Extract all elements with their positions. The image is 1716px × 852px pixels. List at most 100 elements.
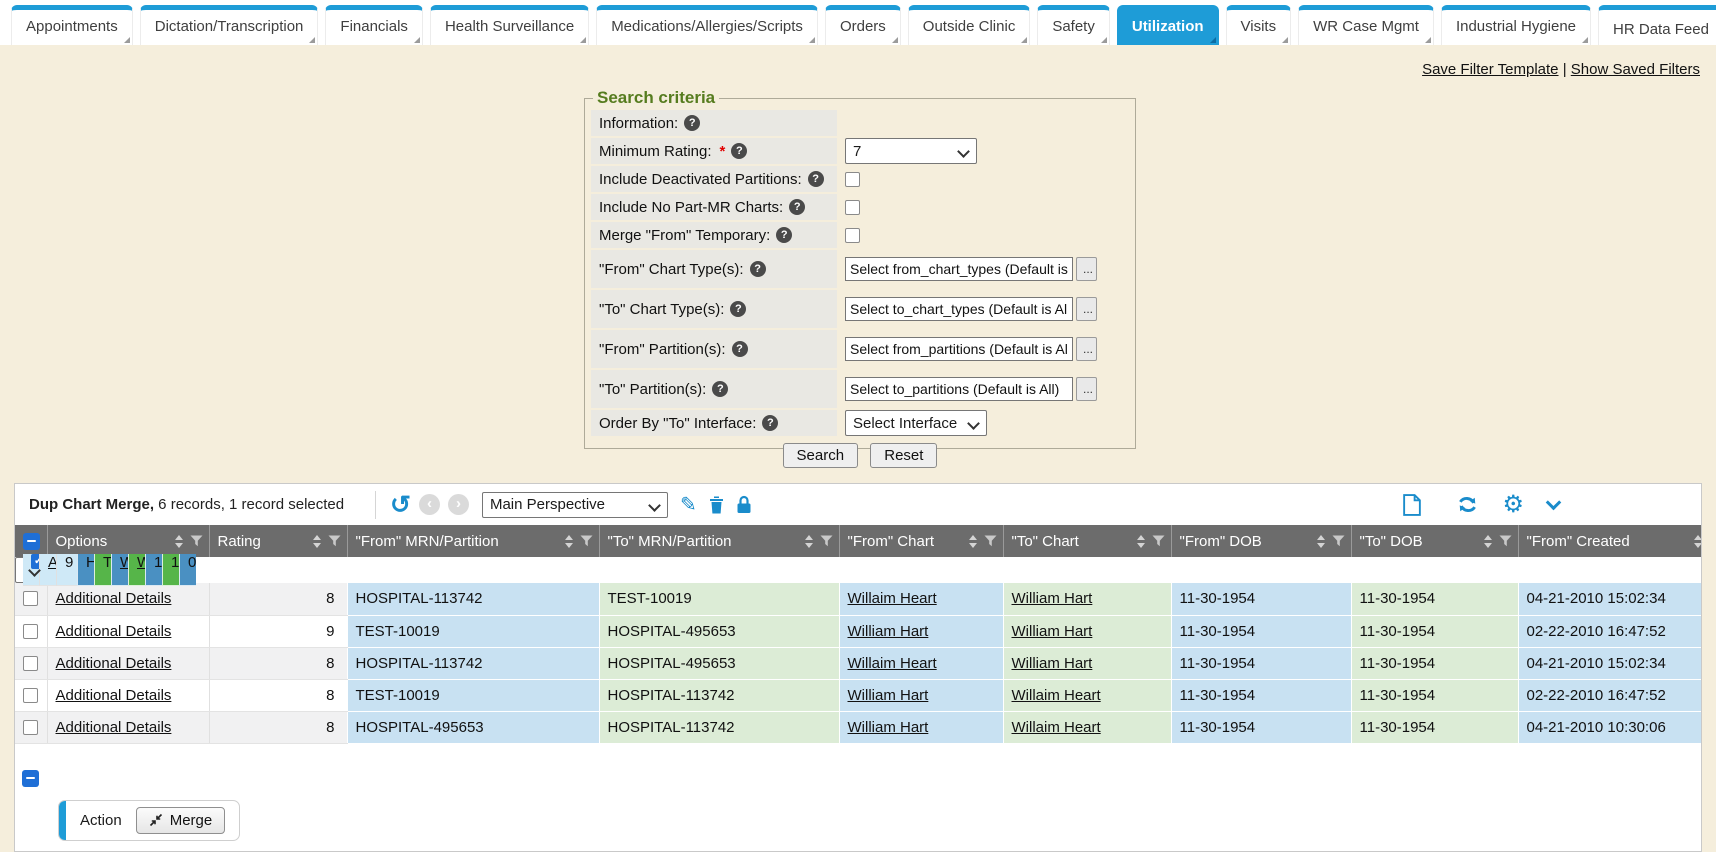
- sort-icon[interactable]: [1483, 534, 1492, 548]
- from-chart-link[interactable]: Willaim Heart: [847, 654, 937, 672]
- edit-perspective-icon[interactable]: ✎: [679, 494, 697, 516]
- filter-funnel-icon[interactable]: [820, 535, 833, 547]
- row-checkbox[interactable]: [23, 623, 39, 639]
- filter-funnel-icon[interactable]: [190, 535, 203, 547]
- column-header-to-mrn-partition[interactable]: "To" MRN/Partition: [598, 525, 839, 557]
- to-chart-type-s-input[interactable]: [845, 297, 1073, 321]
- tab-visits[interactable]: Visits: [1225, 5, 1292, 45]
- row-checkbox[interactable]: [23, 719, 39, 735]
- merge-button[interactable]: Merge: [135, 806, 226, 834]
- minimum-rating-select[interactable]: 7: [845, 138, 977, 164]
- help-icon[interactable]: ?: [762, 415, 779, 431]
- to-chart-link[interactable]: William Hart: [137, 554, 145, 571]
- column-header-to-chart[interactable]: "To" Chart: [1002, 525, 1171, 557]
- browse-ellipsis-button[interactable]: ...: [1076, 337, 1097, 361]
- sort-icon[interactable]: [1316, 534, 1325, 548]
- save-filter-template-link[interactable]: Save Filter Template: [1422, 61, 1559, 78]
- help-icon[interactable]: ?: [731, 341, 748, 357]
- column-header-options[interactable]: Options: [46, 525, 209, 557]
- reset-button[interactable]: Reset: [870, 443, 938, 468]
- order-by-to-interface-select[interactable]: Select Interface: [845, 410, 987, 436]
- additional-details-link[interactable]: Additional Details: [55, 686, 172, 704]
- to-partition-s-input[interactable]: [845, 377, 1073, 401]
- column-header-from-chart[interactable]: "From" Chart: [838, 525, 1003, 557]
- filter-funnel-icon[interactable]: [580, 535, 593, 547]
- additional-details-link[interactable]: Additional Details: [55, 622, 172, 640]
- filter-funnel-icon[interactable]: [328, 535, 341, 547]
- from-chart-link[interactable]: William Hart: [120, 554, 128, 571]
- from-chart-link[interactable]: Willaim Heart: [847, 590, 937, 608]
- search-button[interactable]: Search: [782, 443, 859, 468]
- tab-dictation-transcription[interactable]: Dictation/Transcription: [139, 5, 319, 45]
- from-chart-link[interactable]: William Hart: [847, 718, 929, 736]
- tab-medications-allergies-scripts[interactable]: Medications/Allergies/Scripts: [596, 5, 818, 45]
- history-back-icon[interactable]: ‹: [418, 494, 440, 515]
- help-icon[interactable]: ?: [730, 301, 747, 317]
- filter-funnel-icon[interactable]: [1152, 535, 1165, 547]
- row-checkbox[interactable]: ✓: [31, 554, 39, 569]
- to-chart-link[interactable]: William Hart: [1011, 590, 1093, 608]
- include-deactivated-partitions-checkbox[interactable]: [845, 171, 860, 187]
- tab-orders[interactable]: Orders: [824, 5, 901, 45]
- to-chart-link[interactable]: William Hart: [1011, 622, 1093, 640]
- to-chart-link[interactable]: Willaim Heart: [1011, 718, 1101, 736]
- tab-hr-data-feed[interactable]: HR Data Feed↗: [1598, 5, 1716, 45]
- from-chart-type-s-input[interactable]: [845, 257, 1073, 281]
- tab-appointments[interactable]: Appointments: [11, 5, 133, 45]
- sort-icon[interactable]: [1694, 534, 1701, 548]
- sort-icon[interactable]: [312, 534, 321, 548]
- row-checkbox[interactable]: [23, 655, 39, 671]
- tab-wr-case-mgmt[interactable]: WR Case Mgmt: [1298, 5, 1434, 45]
- help-icon[interactable]: ?: [712, 381, 729, 397]
- tab-utilization[interactable]: Utilization: [1116, 5, 1219, 45]
- from-chart-link[interactable]: William Hart: [847, 622, 929, 640]
- browse-ellipsis-button[interactable]: ...: [1076, 257, 1097, 281]
- help-icon[interactable]: ?: [749, 261, 766, 277]
- additional-details-link[interactable]: Additional Details: [55, 654, 172, 672]
- new-document-icon[interactable]: [1403, 493, 1422, 516]
- sort-icon[interactable]: [1136, 534, 1145, 548]
- filter-funnel-icon[interactable]: [1332, 535, 1345, 547]
- help-icon[interactable]: ?: [684, 115, 701, 131]
- select-all-footer-checkbox[interactable]: [22, 769, 39, 787]
- select-all-checkbox[interactable]: [23, 532, 41, 550]
- from-partition-s-input[interactable]: [845, 337, 1073, 361]
- settings-gear-icon[interactable]: ⚙: [1502, 490, 1524, 518]
- sort-icon[interactable]: [968, 534, 977, 548]
- help-icon[interactable]: ?: [776, 227, 793, 243]
- additional-details-link[interactable]: Additional Details: [55, 590, 172, 608]
- sort-icon[interactable]: [564, 534, 573, 548]
- history-forward-icon[interactable]: ›: [447, 494, 469, 515]
- tab-financials[interactable]: Financials: [325, 5, 423, 45]
- sort-icon[interactable]: [174, 534, 183, 548]
- row-checkbox[interactable]: [23, 591, 39, 607]
- browse-ellipsis-button[interactable]: ...: [1076, 297, 1097, 321]
- perspective-select[interactable]: Main Perspective: [481, 491, 668, 518]
- help-icon[interactable]: ?: [731, 143, 748, 159]
- delete-perspective-icon[interactable]: [709, 496, 724, 514]
- help-icon[interactable]: ?: [789, 199, 806, 215]
- undo-icon[interactable]: ↺: [390, 490, 411, 519]
- header-select-all[interactable]: [15, 525, 47, 557]
- filter-funnel-icon[interactable]: [984, 535, 997, 547]
- from-chart-link[interactable]: William Hart: [847, 686, 929, 704]
- merge-from-temporary-checkbox[interactable]: [845, 227, 860, 243]
- lock-perspective-icon[interactable]: [736, 495, 752, 514]
- column-header-rating[interactable]: Rating: [208, 525, 347, 557]
- browse-ellipsis-button[interactable]: ...: [1076, 377, 1097, 401]
- tab-industrial-hygiene[interactable]: Industrial Hygiene: [1440, 5, 1592, 45]
- column-header-from-created[interactable]: "From" Created: [1517, 525, 1701, 557]
- to-chart-link[interactable]: William Hart: [1011, 654, 1093, 672]
- refresh-icon[interactable]: [1457, 494, 1478, 515]
- help-icon[interactable]: ?: [807, 171, 824, 187]
- sort-icon[interactable]: [804, 534, 813, 548]
- column-header-to-dob[interactable]: "To" DOB: [1350, 525, 1518, 557]
- additional-details-link[interactable]: Additional Details: [55, 718, 172, 736]
- filter-funnel-icon[interactable]: [1499, 535, 1512, 547]
- column-header-from-mrn-partition[interactable]: "From" MRN/Partition: [346, 525, 599, 557]
- row-checkbox[interactable]: [23, 687, 39, 703]
- tab-safety[interactable]: Safety: [1037, 5, 1110, 45]
- include-no-part-mr-charts-checkbox[interactable]: [845, 199, 860, 215]
- tab-outside-clinic[interactable]: Outside Clinic: [907, 5, 1031, 45]
- show-saved-filters-link[interactable]: Show Saved Filters: [1570, 61, 1700, 78]
